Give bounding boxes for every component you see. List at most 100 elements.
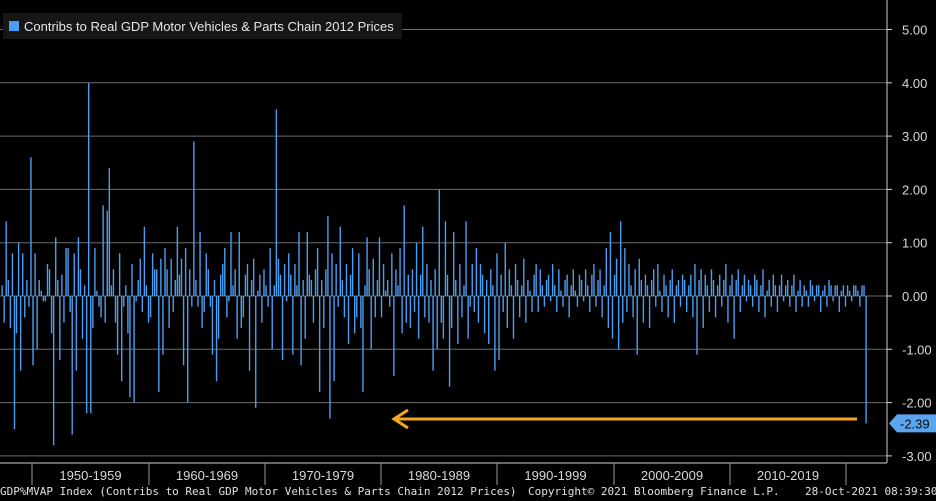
bar bbox=[634, 269, 636, 296]
bar bbox=[228, 296, 230, 302]
bar bbox=[842, 285, 845, 296]
bar bbox=[44, 296, 47, 302]
bar bbox=[758, 296, 760, 312]
bar bbox=[716, 285, 719, 296]
bar bbox=[217, 296, 220, 339]
bar bbox=[168, 296, 170, 328]
bar bbox=[96, 290, 98, 296]
bar bbox=[692, 296, 694, 318]
bar bbox=[195, 280, 197, 296]
bar bbox=[236, 296, 238, 339]
bar bbox=[172, 296, 174, 312]
bar bbox=[469, 296, 471, 307]
bar bbox=[506, 296, 509, 328]
bar bbox=[593, 264, 595, 296]
bar bbox=[807, 296, 810, 307]
bar bbox=[791, 285, 793, 296]
bar bbox=[368, 269, 370, 296]
bar bbox=[314, 269, 317, 296]
bar bbox=[83, 285, 86, 296]
bar bbox=[186, 296, 189, 403]
bar bbox=[57, 280, 59, 296]
bar bbox=[809, 280, 812, 296]
bar bbox=[310, 280, 313, 296]
bar bbox=[628, 264, 630, 296]
arrow-head bbox=[391, 408, 409, 430]
bar bbox=[432, 296, 434, 371]
bar bbox=[102, 205, 104, 296]
bar bbox=[65, 248, 67, 296]
bar bbox=[162, 296, 164, 355]
bar bbox=[438, 189, 440, 296]
bar bbox=[514, 264, 517, 296]
legend[interactable]: Contribs to Real GDP Motor Vehicles & Pa… bbox=[3, 13, 402, 39]
bar bbox=[801, 296, 803, 307]
bar bbox=[485, 280, 488, 296]
bar bbox=[554, 285, 556, 296]
bar bbox=[782, 296, 785, 302]
x-tick-label: 1960-1969 bbox=[176, 468, 238, 483]
bar bbox=[702, 296, 704, 328]
bar bbox=[805, 290, 808, 296]
bar bbox=[578, 274, 581, 296]
footer: GDP%MVAP Index (Contribs to Real GDP Mot… bbox=[0, 485, 936, 501]
bar bbox=[473, 296, 476, 312]
bar bbox=[308, 274, 311, 296]
bar bbox=[257, 290, 259, 296]
bar bbox=[675, 285, 678, 296]
bar bbox=[595, 296, 597, 307]
bar bbox=[727, 296, 729, 323]
x-tick-label: 2010-2019 bbox=[757, 468, 819, 483]
bar bbox=[347, 296, 350, 344]
bar bbox=[556, 296, 558, 312]
bar bbox=[166, 269, 168, 296]
bar bbox=[463, 285, 465, 296]
bar bbox=[865, 296, 867, 424]
bar bbox=[442, 296, 445, 339]
bar bbox=[457, 296, 459, 344]
bar bbox=[712, 280, 715, 296]
bar bbox=[632, 296, 634, 318]
bar bbox=[242, 296, 245, 318]
bar bbox=[85, 296, 88, 414]
bar bbox=[250, 280, 253, 296]
bar bbox=[230, 232, 232, 296]
bar bbox=[694, 264, 696, 296]
bar bbox=[261, 296, 263, 323]
bar bbox=[523, 258, 525, 296]
bar bbox=[283, 264, 286, 296]
bar bbox=[59, 296, 61, 360]
bar bbox=[211, 296, 214, 355]
bar bbox=[259, 274, 261, 296]
bar bbox=[516, 280, 519, 296]
bar bbox=[215, 296, 218, 382]
bar bbox=[11, 253, 14, 296]
bar bbox=[622, 296, 624, 323]
bar bbox=[655, 296, 657, 307]
bar bbox=[182, 296, 185, 366]
bar bbox=[108, 168, 111, 296]
bar bbox=[358, 253, 360, 296]
bar bbox=[273, 285, 275, 296]
bar bbox=[139, 258, 141, 296]
bar bbox=[366, 237, 368, 296]
legend-swatch bbox=[9, 21, 19, 31]
gridlines bbox=[0, 29, 887, 457]
bar bbox=[9, 296, 12, 328]
bar bbox=[455, 280, 457, 296]
bar bbox=[265, 285, 267, 296]
bar bbox=[813, 296, 816, 302]
bar bbox=[38, 280, 40, 296]
x-tick-label: 1990-1999 bbox=[524, 468, 586, 483]
bar bbox=[240, 296, 242, 328]
bar bbox=[830, 285, 832, 296]
bar bbox=[677, 280, 680, 296]
bar bbox=[219, 274, 222, 296]
bar bbox=[640, 280, 643, 296]
bar bbox=[61, 274, 63, 296]
bar bbox=[127, 296, 129, 334]
bar bbox=[772, 274, 775, 296]
bar bbox=[846, 285, 849, 296]
bar bbox=[547, 274, 550, 296]
bar bbox=[17, 242, 20, 296]
